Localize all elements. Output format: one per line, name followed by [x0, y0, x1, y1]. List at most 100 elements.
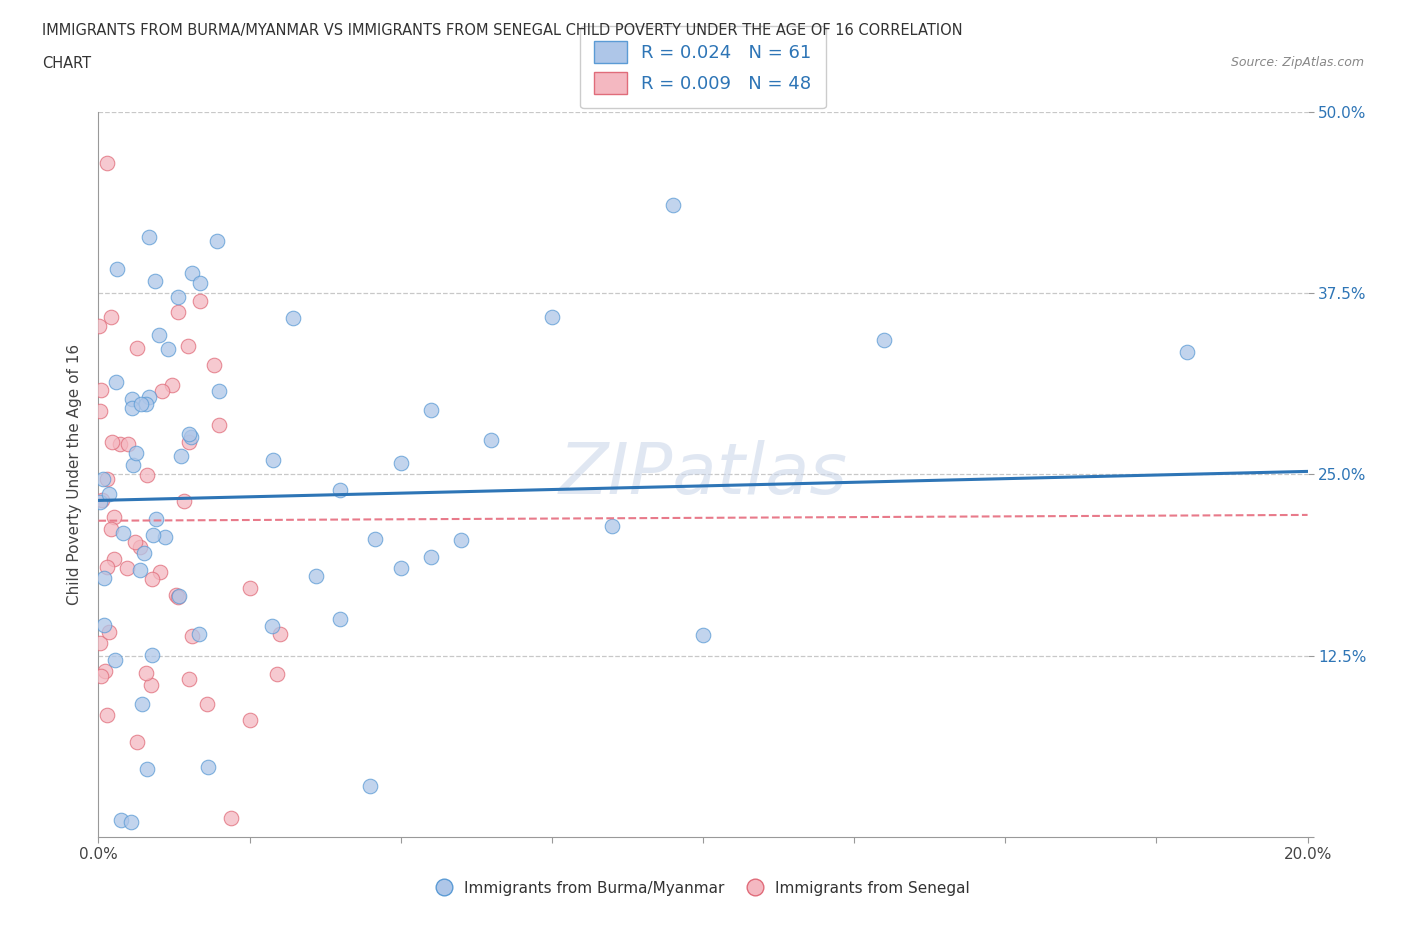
- Point: [221, 810, 243, 825]
- Point: [136, 762, 159, 777]
- Point: [389, 561, 412, 576]
- Point: [96, 708, 118, 723]
- Point: [204, 357, 226, 372]
- Point: [89, 404, 111, 418]
- Point: [181, 629, 204, 644]
- Point: [134, 546, 156, 561]
- Point: [108, 436, 131, 451]
- Point: [107, 262, 129, 277]
- Point: [96, 472, 118, 486]
- Point: [167, 590, 190, 604]
- Point: [110, 812, 132, 827]
- Point: [420, 550, 443, 565]
- Point: [173, 494, 195, 509]
- Point: [100, 310, 122, 325]
- Point: [90, 493, 112, 508]
- Point: [141, 647, 163, 662]
- Point: [129, 563, 152, 578]
- Point: [89, 382, 111, 397]
- Point: [100, 522, 122, 537]
- Text: ZIPatlas: ZIPatlas: [558, 440, 848, 509]
- Point: [692, 628, 714, 643]
- Point: [188, 627, 211, 642]
- Point: [128, 539, 150, 554]
- Legend: Immigrants from Burma/Myanmar, Immigrants from Senegal: Immigrants from Burma/Myanmar, Immigrant…: [430, 874, 976, 902]
- Point: [602, 518, 624, 533]
- Point: [360, 778, 382, 793]
- Point: [101, 434, 124, 449]
- Point: [93, 618, 115, 632]
- Point: [122, 458, 145, 472]
- Point: [127, 340, 149, 355]
- Point: [305, 568, 328, 583]
- Point: [112, 525, 135, 540]
- Point: [188, 293, 211, 308]
- Point: [167, 589, 190, 604]
- Point: [329, 483, 352, 498]
- Point: [205, 233, 228, 248]
- Point: [167, 305, 190, 320]
- Point: [145, 512, 167, 526]
- Point: [138, 389, 160, 404]
- Point: [481, 432, 503, 447]
- Point: [121, 392, 143, 406]
- Point: [98, 624, 121, 639]
- Point: [239, 713, 262, 728]
- Point: [188, 275, 211, 290]
- Point: [96, 559, 118, 574]
- Point: [142, 527, 165, 542]
- Point: [180, 430, 202, 445]
- Text: Source: ZipAtlas.com: Source: ZipAtlas.com: [1230, 56, 1364, 69]
- Point: [96, 155, 118, 170]
- Point: [167, 289, 190, 304]
- Point: [197, 759, 219, 774]
- Text: IMMIGRANTS FROM BURMA/MYANMAR VS IMMIGRANTS FROM SENEGAL CHILD POVERTY UNDER THE: IMMIGRANTS FROM BURMA/MYANMAR VS IMMIGRA…: [42, 23, 963, 38]
- Point: [329, 612, 352, 627]
- Point: [104, 375, 127, 390]
- Point: [160, 378, 183, 392]
- Point: [129, 396, 152, 411]
- Point: [150, 383, 173, 398]
- Point: [177, 671, 200, 686]
- Point: [117, 436, 139, 451]
- Point: [266, 666, 288, 681]
- Point: [661, 198, 683, 213]
- Point: [134, 397, 156, 412]
- Point: [156, 341, 179, 356]
- Point: [121, 400, 143, 415]
- Point: [180, 266, 202, 281]
- Point: [90, 669, 112, 684]
- Point: [115, 561, 138, 576]
- Point: [93, 571, 115, 586]
- Point: [93, 472, 115, 486]
- Point: [153, 529, 176, 544]
- Point: [262, 453, 284, 468]
- Point: [103, 510, 125, 525]
- Point: [87, 318, 110, 333]
- Point: [121, 815, 143, 830]
- Point: [873, 332, 896, 347]
- Point: [262, 618, 284, 633]
- Point: [125, 446, 148, 461]
- Point: [450, 532, 472, 547]
- Point: [179, 434, 201, 449]
- Point: [177, 339, 200, 353]
- Point: [131, 697, 153, 711]
- Point: [364, 531, 387, 546]
- Point: [125, 734, 148, 749]
- Point: [208, 383, 231, 398]
- Point: [149, 565, 172, 579]
- Point: [195, 697, 218, 711]
- Point: [1175, 345, 1198, 360]
- Point: [143, 273, 166, 288]
- Point: [94, 664, 117, 679]
- Point: [239, 580, 262, 595]
- Point: [389, 456, 412, 471]
- Text: CHART: CHART: [42, 56, 91, 71]
- Point: [165, 587, 187, 602]
- Point: [138, 230, 160, 245]
- Point: [208, 418, 231, 432]
- Point: [141, 677, 163, 692]
- Point: [170, 448, 193, 463]
- Point: [540, 310, 562, 325]
